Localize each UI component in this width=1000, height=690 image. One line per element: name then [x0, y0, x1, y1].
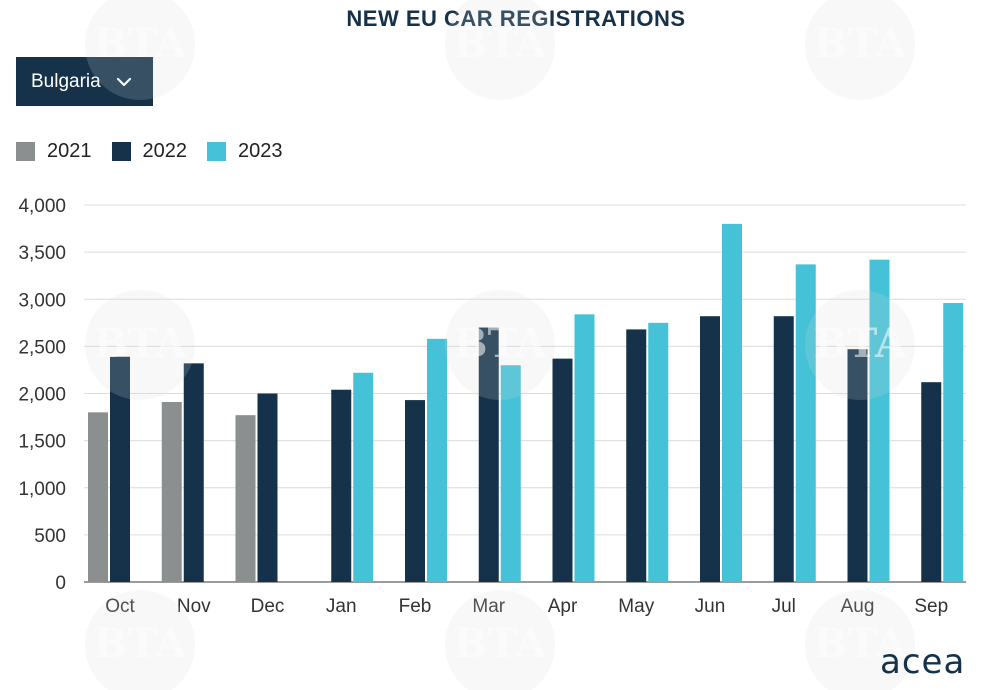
bar-2022-apr [552, 358, 573, 582]
bar-2022-mar [478, 327, 499, 582]
watermark-seal [445, 590, 555, 690]
y-tick-label: 2,500 [18, 337, 66, 358]
bar-2023-feb [427, 338, 447, 582]
x-tick-label: Feb [399, 596, 432, 617]
watermark-text: BTA [94, 620, 187, 667]
x-tick-label: Jul [772, 596, 796, 617]
x-tick-label: Nov [177, 596, 211, 617]
legend-item-2023[interactable]: 2023 [207, 140, 283, 163]
watermark-text: BTA [94, 320, 187, 367]
watermark-text: BTA [814, 20, 907, 67]
bar-2023-mar [500, 365, 521, 582]
legend-swatch-2021 [16, 142, 35, 161]
watermark-seal [805, 590, 915, 690]
bar-2023-sep [943, 303, 964, 582]
legend-swatch-2022 [111, 142, 131, 161]
x-tick-label: Mar [472, 596, 505, 617]
bar-2023-apr [574, 314, 595, 582]
bar-2022-sep [921, 382, 942, 582]
legend-item-2022[interactable]: 2022 [111, 140, 188, 163]
watermark-seal [445, 0, 555, 100]
bar-2021-oct [88, 412, 108, 582]
watermark-text: BTA [454, 620, 547, 667]
x-tick-label: Jan [326, 596, 357, 617]
watermark-seal [85, 290, 195, 400]
chart-legend: 2021 2022 2023 [16, 140, 303, 163]
watermark-text: BTA [814, 320, 907, 367]
bar-2023-aug [869, 259, 890, 582]
watermark-seal [85, 0, 195, 100]
bar-2022-jan [331, 389, 352, 582]
x-tick-label: Dec [251, 596, 285, 617]
chart-title: NEW EU CAR REGISTRATIONS [346, 6, 686, 31]
x-tick-label: May [618, 596, 654, 617]
bar-2022-nov [183, 363, 204, 582]
bar-2022-jul [773, 316, 794, 582]
x-tick-label: Apr [548, 596, 578, 617]
bar-2022-may [626, 329, 647, 582]
legend-label-2023: 2023 [238, 140, 283, 162]
y-tick-label: 0 [55, 573, 66, 594]
bar-2022-jun [700, 316, 720, 582]
legend-swatch-2023 [207, 142, 226, 161]
watermark-text: BTA [814, 620, 907, 667]
watermark-text: BTA [94, 20, 187, 67]
bar-2023-jul [795, 264, 816, 582]
country-dropdown-label: Bulgaria [31, 70, 101, 92]
x-tick-label: Jun [695, 596, 726, 617]
bar-2023-may [648, 322, 669, 582]
watermark-seal [805, 0, 915, 100]
legend-label-2021: 2021 [47, 140, 92, 162]
bar-2023-jun [722, 223, 742, 582]
watermark-seal [805, 290, 915, 400]
acea-logo: acea [880, 642, 966, 682]
x-tick-label: Sep [914, 596, 948, 617]
watermark-seal [445, 290, 555, 400]
y-tick-label: 3,000 [18, 290, 66, 311]
chevron-down-icon [116, 77, 131, 86]
y-tick-label: 500 [34, 526, 66, 547]
y-tick-label: 3,500 [18, 243, 66, 264]
watermark-text: BTA [454, 20, 547, 67]
watermark-seal [85, 590, 195, 690]
y-tick-label: 2,000 [18, 385, 66, 406]
bar-2023-jan [353, 372, 374, 582]
watermark-text: BTA [454, 320, 547, 367]
legend-label-2022: 2022 [142, 140, 188, 162]
bar-2022-feb [405, 400, 425, 582]
x-tick-label: Aug [841, 596, 875, 617]
bar-2021-dec [235, 415, 256, 582]
bar-2022-oct [110, 356, 130, 582]
country-dropdown[interactable]: Bulgaria [16, 57, 153, 106]
y-tick-label: 1,500 [18, 432, 66, 453]
bar-2021-nov [161, 401, 182, 582]
y-tick-label: 1,000 [18, 479, 66, 500]
legend-item-2021[interactable]: 2021 [16, 140, 92, 163]
bar-2022-aug [847, 349, 868, 582]
y-tick-label: 4,000 [18, 196, 66, 217]
bar-2022-dec [257, 393, 278, 582]
x-tick-label: Oct [105, 596, 135, 617]
